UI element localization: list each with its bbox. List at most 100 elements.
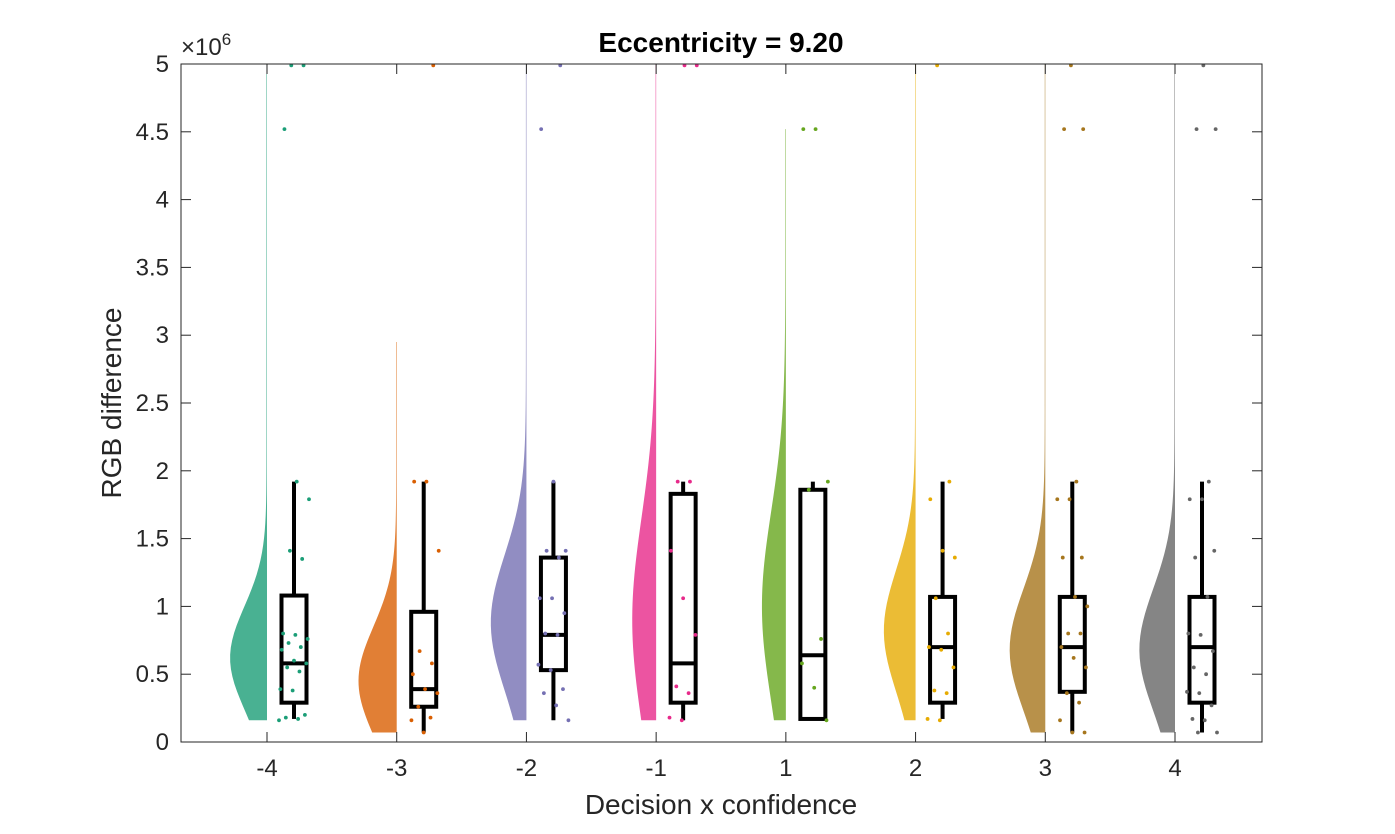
data-point-4-5 bbox=[825, 479, 830, 484]
data-point-0-17 bbox=[288, 548, 292, 553]
data-point-4-2 bbox=[800, 661, 804, 666]
data-point-0-1 bbox=[296, 717, 300, 721]
data-point-3-8 bbox=[675, 479, 680, 484]
data-point-5-0 bbox=[937, 718, 942, 723]
data-point-2-12 bbox=[544, 548, 549, 553]
data-point-6-0 bbox=[1082, 730, 1087, 735]
x-tick-label-3: -1 bbox=[645, 755, 666, 782]
data-point-7-13 bbox=[1193, 555, 1198, 560]
data-point-0-14 bbox=[293, 632, 298, 637]
data-point-5-12 bbox=[947, 479, 952, 484]
x-axis: -4 -3 -2 -1 1 2 3 4 bbox=[256, 64, 1182, 782]
y-exponent-label: ×106 bbox=[181, 30, 231, 61]
data-point-5-6 bbox=[927, 645, 931, 649]
data-point-7-19 bbox=[1213, 127, 1218, 131]
data-point-5-3 bbox=[932, 688, 937, 693]
data-point-6-8 bbox=[1078, 631, 1083, 636]
data-point-2-3 bbox=[561, 687, 565, 692]
data-point-0-2 bbox=[283, 715, 288, 720]
data-point-7-5 bbox=[1197, 691, 1202, 696]
data-point-5-4 bbox=[951, 665, 956, 670]
group-6 bbox=[1009, 63, 1090, 735]
x-tick-label-4: 1 bbox=[779, 755, 792, 782]
violin-7 bbox=[1139, 64, 1175, 733]
data-point-2-6 bbox=[555, 632, 560, 637]
data-point-4-6 bbox=[813, 127, 818, 131]
violin-4 bbox=[761, 129, 786, 721]
data-point-5-7 bbox=[946, 631, 950, 636]
data-point-6-6 bbox=[1071, 656, 1076, 660]
data-point-0-15 bbox=[281, 631, 285, 636]
box-7 bbox=[1187, 594, 1217, 705]
y-axis: 0 0.5 1 1.5 2 2.5 3 3.5 4 4.5 5 bbox=[136, 51, 1262, 756]
data-point-7-0 bbox=[1196, 730, 1200, 735]
data-point-6-15 bbox=[1055, 497, 1060, 502]
group-5 bbox=[883, 63, 958, 723]
group-2 bbox=[490, 63, 571, 723]
group-0 bbox=[230, 63, 311, 723]
violin-2 bbox=[490, 64, 527, 721]
data-point-1-1 bbox=[409, 718, 414, 723]
data-point-0-6 bbox=[297, 669, 302, 674]
violin-1 bbox=[358, 341, 397, 733]
data-point-6-2 bbox=[1058, 718, 1062, 723]
data-point-2-11 bbox=[556, 555, 561, 560]
data-point-6-4 bbox=[1064, 691, 1069, 696]
data-point-1-0 bbox=[421, 730, 426, 735]
y-axis-label: RGB difference bbox=[96, 308, 127, 499]
data-point-5-11 bbox=[928, 497, 933, 502]
y-tick-label-5: 2.5 bbox=[136, 390, 169, 417]
data-point-0-12 bbox=[286, 641, 291, 645]
data-point-6-17 bbox=[1062, 127, 1066, 131]
data-point-0-5 bbox=[278, 687, 283, 692]
data-point-7-3 bbox=[1190, 717, 1195, 721]
data-point-0-8 bbox=[304, 661, 309, 666]
data-point-5-1 bbox=[925, 717, 930, 721]
data-point-6-13 bbox=[1079, 555, 1084, 560]
data-point-3-6 bbox=[668, 548, 673, 553]
group-3 bbox=[632, 63, 699, 723]
data-point-7-17 bbox=[1206, 479, 1211, 484]
data-point-7-10 bbox=[1198, 632, 1203, 637]
box-1 bbox=[409, 609, 439, 709]
data-point-5-9 bbox=[952, 555, 957, 560]
data-point-6-5 bbox=[1084, 665, 1088, 670]
data-point-4-7 bbox=[801, 127, 806, 131]
data-point-3-3 bbox=[674, 684, 679, 689]
data-point-5-10 bbox=[940, 548, 945, 553]
data-point-4-3 bbox=[819, 637, 823, 641]
box-2 bbox=[538, 555, 568, 673]
y-tick-label-8: 4 bbox=[156, 187, 169, 214]
violin-6 bbox=[1009, 64, 1046, 733]
data-point-6-10 bbox=[1085, 604, 1090, 609]
violin-3 bbox=[632, 64, 657, 721]
data-point-5-2 bbox=[944, 691, 949, 696]
y-tick-label-1: 0.5 bbox=[136, 661, 169, 688]
group-7 bbox=[1139, 63, 1219, 735]
violin-5 bbox=[883, 64, 916, 721]
data-point-0-0 bbox=[277, 718, 281, 723]
data-point-7-14 bbox=[1212, 548, 1217, 553]
data-point-7-12 bbox=[1205, 595, 1210, 599]
data-point-3-1 bbox=[667, 715, 672, 720]
data-point-0-20 bbox=[282, 127, 287, 131]
data-point-6-9 bbox=[1066, 631, 1071, 636]
data-point-7-11 bbox=[1186, 631, 1191, 636]
data-point-2-14 bbox=[551, 479, 556, 484]
data-point-7-18 bbox=[1194, 127, 1199, 131]
data-point-4-1 bbox=[812, 685, 817, 690]
data-point-1-3 bbox=[416, 704, 421, 709]
data-point-3-4 bbox=[693, 632, 698, 637]
data-point-3-7 bbox=[688, 479, 692, 484]
data-point-6-12 bbox=[1060, 555, 1065, 560]
data-point-6-7 bbox=[1059, 645, 1064, 649]
x-tick-label-2: -2 bbox=[516, 755, 537, 782]
data-point-0-7 bbox=[285, 665, 290, 670]
data-point-4-0 bbox=[824, 718, 829, 723]
data-point-3-2 bbox=[686, 691, 691, 696]
box-0 bbox=[279, 593, 309, 705]
data-point-7-15 bbox=[1200, 497, 1204, 502]
data-point-1-9 bbox=[436, 548, 441, 553]
data-point-2-10 bbox=[537, 596, 542, 601]
data-point-7-9 bbox=[1211, 649, 1215, 654]
